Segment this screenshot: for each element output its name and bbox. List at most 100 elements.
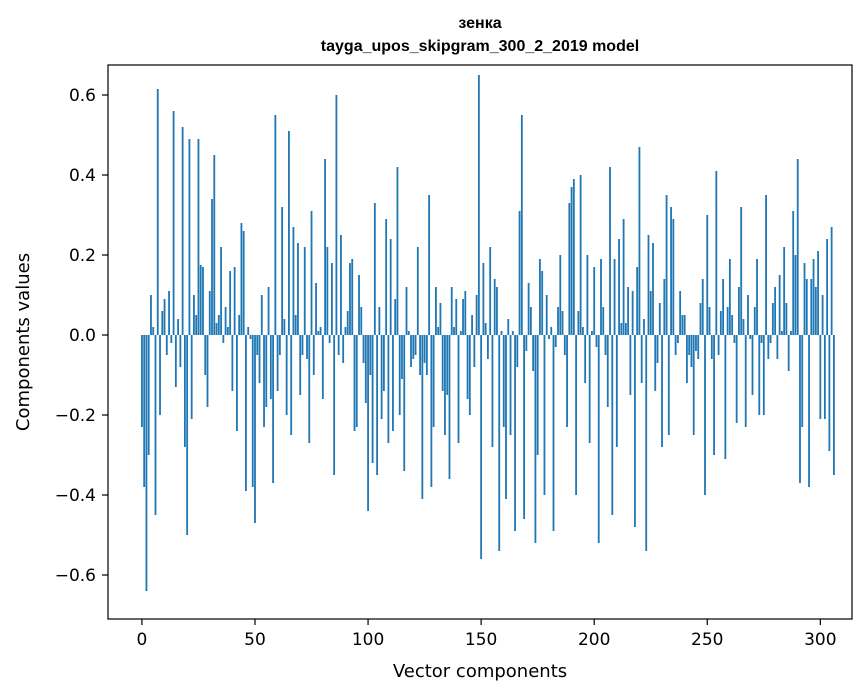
bar [611,335,614,515]
bar [704,335,706,495]
bar [765,195,767,335]
bar [548,335,550,339]
bar [624,323,627,335]
bar [195,315,198,335]
bar [830,227,833,335]
bar [643,319,645,335]
x-tick-label: 250 [691,630,723,650]
bar [527,283,530,335]
bar [430,335,433,487]
bar [679,291,682,335]
bar [344,327,347,335]
bar [342,335,345,363]
bar [539,259,541,335]
bar [665,195,668,335]
bar [288,131,290,335]
bar [473,335,476,367]
bar [516,335,519,367]
bar [229,271,232,335]
bar [421,335,424,499]
bar [595,335,598,347]
bar [645,335,648,551]
bar [695,335,697,351]
bar [785,303,788,335]
bar [242,231,245,335]
bar [251,335,254,487]
x-tick-label: 150 [465,630,497,650]
bar [441,335,444,391]
bar [812,259,815,335]
bar [801,335,804,427]
bar [674,335,677,355]
bar [733,335,736,343]
bar [466,335,469,399]
bar [358,275,360,335]
bar [615,335,618,447]
x-axis-label: Vector components [393,661,567,682]
bar [710,335,713,359]
chart-title-line1: зенка [458,15,501,32]
bar [301,335,304,355]
bar [631,291,634,335]
bar [740,207,743,335]
bar [606,335,609,407]
bar [233,267,236,335]
bar [394,299,397,335]
bar [294,315,297,335]
bar [147,335,150,455]
bar [600,259,602,335]
bar [688,335,691,355]
bar [783,247,786,335]
bar [697,335,700,359]
bar [760,335,763,343]
bar [403,335,406,471]
bar [416,247,419,335]
bar [204,335,207,375]
bar [389,239,392,335]
bar [267,287,270,335]
bar [568,203,571,335]
bar [152,327,155,335]
bar [690,335,693,367]
bars-group [141,75,835,591]
bar [686,335,688,383]
bar [161,311,164,335]
bar [525,335,528,351]
bar [156,89,159,335]
bar [272,335,274,483]
bar [584,335,587,383]
bar [269,335,272,399]
bar [369,335,372,375]
bar [145,335,148,591]
bar [367,335,369,511]
bar [263,335,265,427]
bar [717,335,720,355]
bar [683,315,686,335]
bar [213,155,216,335]
bar [502,335,505,427]
bar [457,335,460,443]
bar [790,331,792,335]
bar [290,335,293,435]
bar [183,335,186,447]
bar [328,335,331,343]
bar [373,203,376,335]
x-tick-label: 100 [352,630,384,650]
bar [477,75,480,335]
bar [168,291,170,335]
bar [330,263,333,335]
bar [550,327,553,335]
bar [202,267,204,335]
bar [572,179,575,335]
bar [552,335,555,531]
bar [661,335,663,447]
bar [579,175,582,335]
bar [817,251,819,335]
y-tick-label: 0.2 [69,246,96,266]
plot-frame [107,64,853,620]
bar [627,287,630,335]
bar [724,335,727,459]
bar [529,307,532,335]
bar [654,335,657,391]
bar [401,335,403,379]
